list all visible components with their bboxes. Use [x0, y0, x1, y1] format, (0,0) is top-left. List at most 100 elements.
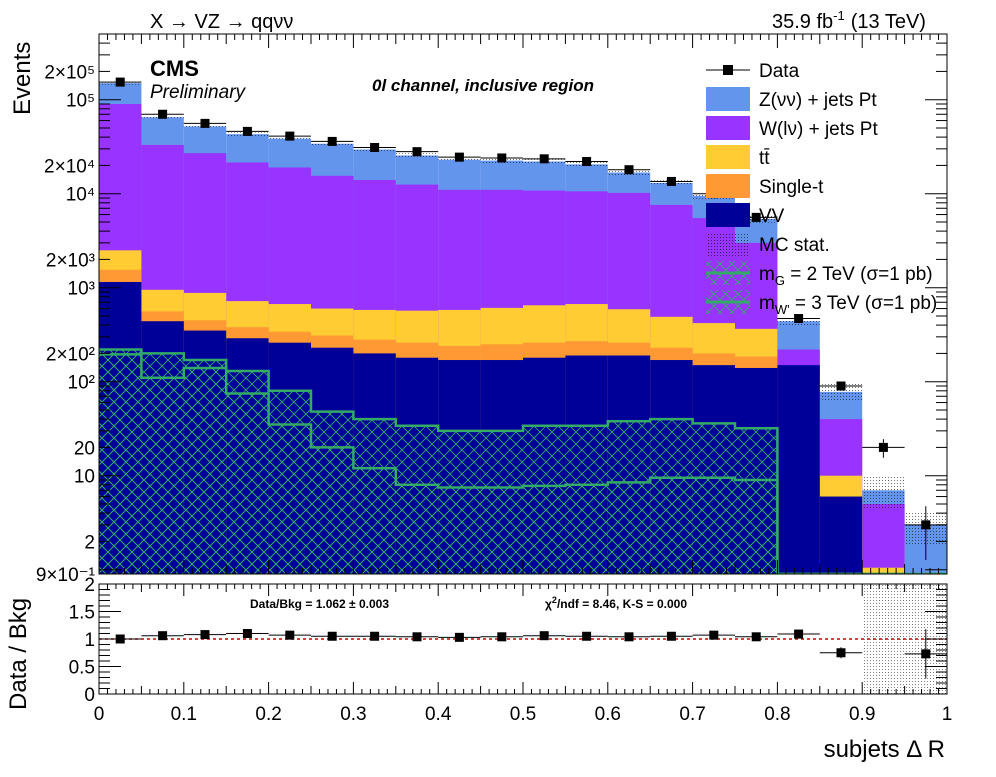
data-point-4 [268, 131, 311, 141]
signal-layer [99, 348, 947, 574]
ratio-point-12 [607, 632, 651, 642]
legend-label-w-lnu-jets: W(lν) + jets Pt [759, 119, 878, 140]
data-point-1 [141, 109, 184, 119]
ratio-y-tick-label-0: 0 [84, 685, 95, 706]
legend-entry-signal-1: mG = 2 TeV (σ=1 pb) [706, 261, 933, 288]
ratio-y-tick-label-2: 1 [84, 630, 95, 651]
ratio-point-9 [480, 632, 523, 642]
x-tick-label-0: 0 [94, 704, 105, 725]
ratio-point-13 [650, 631, 693, 641]
legend-entry-data: Data [706, 61, 800, 82]
data-point-10 [523, 154, 566, 164]
ratio-axes: 0 0.5 1 1.5 2 0 0.1 0.2 0.3 0.4 0.5 0.6 0.7 0.8 0.9 1 [69, 575, 953, 725]
y-tick-label-0: 9×10⁻¹ [36, 565, 95, 586]
process-title: X → VZ → qqνν [150, 11, 293, 33]
y-tick-label-10: 10⁵ [66, 91, 95, 112]
ratio-point-7 [395, 632, 439, 642]
chi2-symbol: χ [545, 597, 552, 611]
ratio-point-2 [183, 630, 227, 640]
ratio-y-tick-label-1: 0.5 [69, 658, 95, 679]
ratio-y-axis-title: Data / Bkg [5, 598, 32, 710]
y-tick-label-1: 2 [84, 532, 95, 553]
x-tick-label-9: 0.9 [849, 704, 875, 725]
legend-label-vv: VV [759, 206, 785, 227]
ratio-y-tick-label-3: 1.5 [69, 603, 95, 624]
ratio-point-6 [353, 631, 396, 641]
ratio-point-1 [141, 631, 184, 641]
legend-entry-signal-2: mW' = 3 TeV (σ=1 pb) [706, 290, 937, 317]
ratio-point-15 [735, 632, 778, 642]
x-tick-label-4: 0.4 [425, 704, 452, 725]
ratio-point-10 [523, 631, 566, 641]
legend-label-ttbar: tt̄ [759, 148, 770, 169]
lumi-unit-sup: -1 [833, 8, 845, 23]
legend-label-mc-stat: MC stat. [759, 235, 830, 256]
mc-stat-bin-18 [862, 475, 905, 509]
data-point-3 [226, 126, 269, 136]
y-tick-label-7: 2×10³ [46, 250, 95, 271]
ratio-point-11 [565, 631, 608, 641]
bar-vv-bin-17 [819, 496, 863, 574]
legend-label-z-nunu-jets: Z(νν) + jets Pt [759, 90, 877, 111]
y-tick-label-5: 2×10² [46, 344, 95, 365]
data-point-11 [565, 157, 608, 167]
data-point-17 [819, 381, 863, 391]
y-tick-label-3: 20 [74, 438, 95, 459]
data-point-12 [607, 165, 651, 175]
y-tick-label-9: 2×10⁴ [44, 156, 95, 177]
ratio-point-14 [692, 630, 735, 640]
preliminary-label: Preliminary [150, 82, 247, 103]
bar-w-lnu-jets-bin-18 [862, 503, 905, 574]
chi2-annotation: χ2/ndf = 8.46, K-S = 0.000 [545, 595, 687, 611]
data-point-2 [183, 118, 227, 128]
y-tick-label-2: 10 [74, 467, 95, 488]
data-point-16 [777, 314, 820, 324]
x-tick-label-8: 0.8 [764, 704, 790, 725]
ratio-annotation: Data/Bkg = 1.062 ± 0.003 [250, 597, 389, 611]
chi2-sup: 2 [552, 595, 557, 605]
legend-entry-mc-stat: MC stat. [706, 232, 830, 256]
y-tick-label-4: 10² [68, 373, 95, 394]
mc-stat-bin-17 [819, 383, 863, 402]
x-tick-label-6: 0.6 [595, 704, 621, 725]
data-point-18 [862, 439, 905, 458]
x-tick-label-1: 0.1 [171, 704, 197, 725]
energy-label: (13 TeV) [851, 11, 926, 33]
ratio-point-4 [268, 630, 311, 640]
signal-2-line [99, 353, 947, 574]
data-point-5 [311, 136, 354, 146]
region-label: 0l channel, inclusive region [372, 76, 594, 95]
ratio-point-5 [311, 631, 354, 641]
ratio-points [99, 629, 947, 679]
legend-entry-vv: VV [706, 203, 785, 227]
y-tick-label-11: 2×10⁵ [44, 62, 95, 83]
x-tick-label-5: 0.5 [510, 704, 536, 725]
bar-vv-bin-16 [777, 365, 820, 574]
data-point-8 [438, 152, 481, 162]
luminosity-label: 35.9 fb-1 (13 TeV) [772, 8, 926, 33]
x-tick-label-7: 0.7 [679, 704, 705, 725]
ratio-point-16 [777, 629, 820, 639]
main-axes: 9×10⁻¹ 2 10 20 10² 2×10² 10³ 2×10³ 10⁴ 2×10⁴ 10⁵ 2×… [36, 33, 948, 586]
ratio-y-tick-label-4: 2 [84, 575, 95, 596]
ratio-point-8 [438, 632, 481, 642]
data-point-9 [480, 153, 523, 163]
data-point-6 [353, 143, 396, 153]
legend-entry-ttbar: tt̄ [706, 145, 770, 169]
ratio-point-19 [904, 629, 947, 679]
x-tick-label-3: 0.3 [340, 704, 366, 725]
legend-label-single-t: Single-t [759, 177, 824, 198]
data-point-7 [395, 147, 439, 157]
ratio-point-17 [819, 647, 863, 659]
legend: Data Z(νν) + jets Pt W(lν) + jets Pt tt̄ Sin… [706, 61, 937, 317]
y-axis-title: Events [9, 42, 36, 115]
legend-label-data: Data [759, 61, 800, 82]
legend-label-signal-2: mW' = 3 TeV (σ=1 pb) [759, 293, 937, 317]
x-tick-label-10: 1 [942, 704, 953, 725]
x-tick-label-2: 0.2 [255, 704, 281, 725]
data-point-0 [99, 77, 142, 87]
lumi-value: 35.9 fb [772, 11, 833, 33]
legend-entry-z-nunu-jets: Z(νν) + jets Pt [706, 87, 877, 111]
